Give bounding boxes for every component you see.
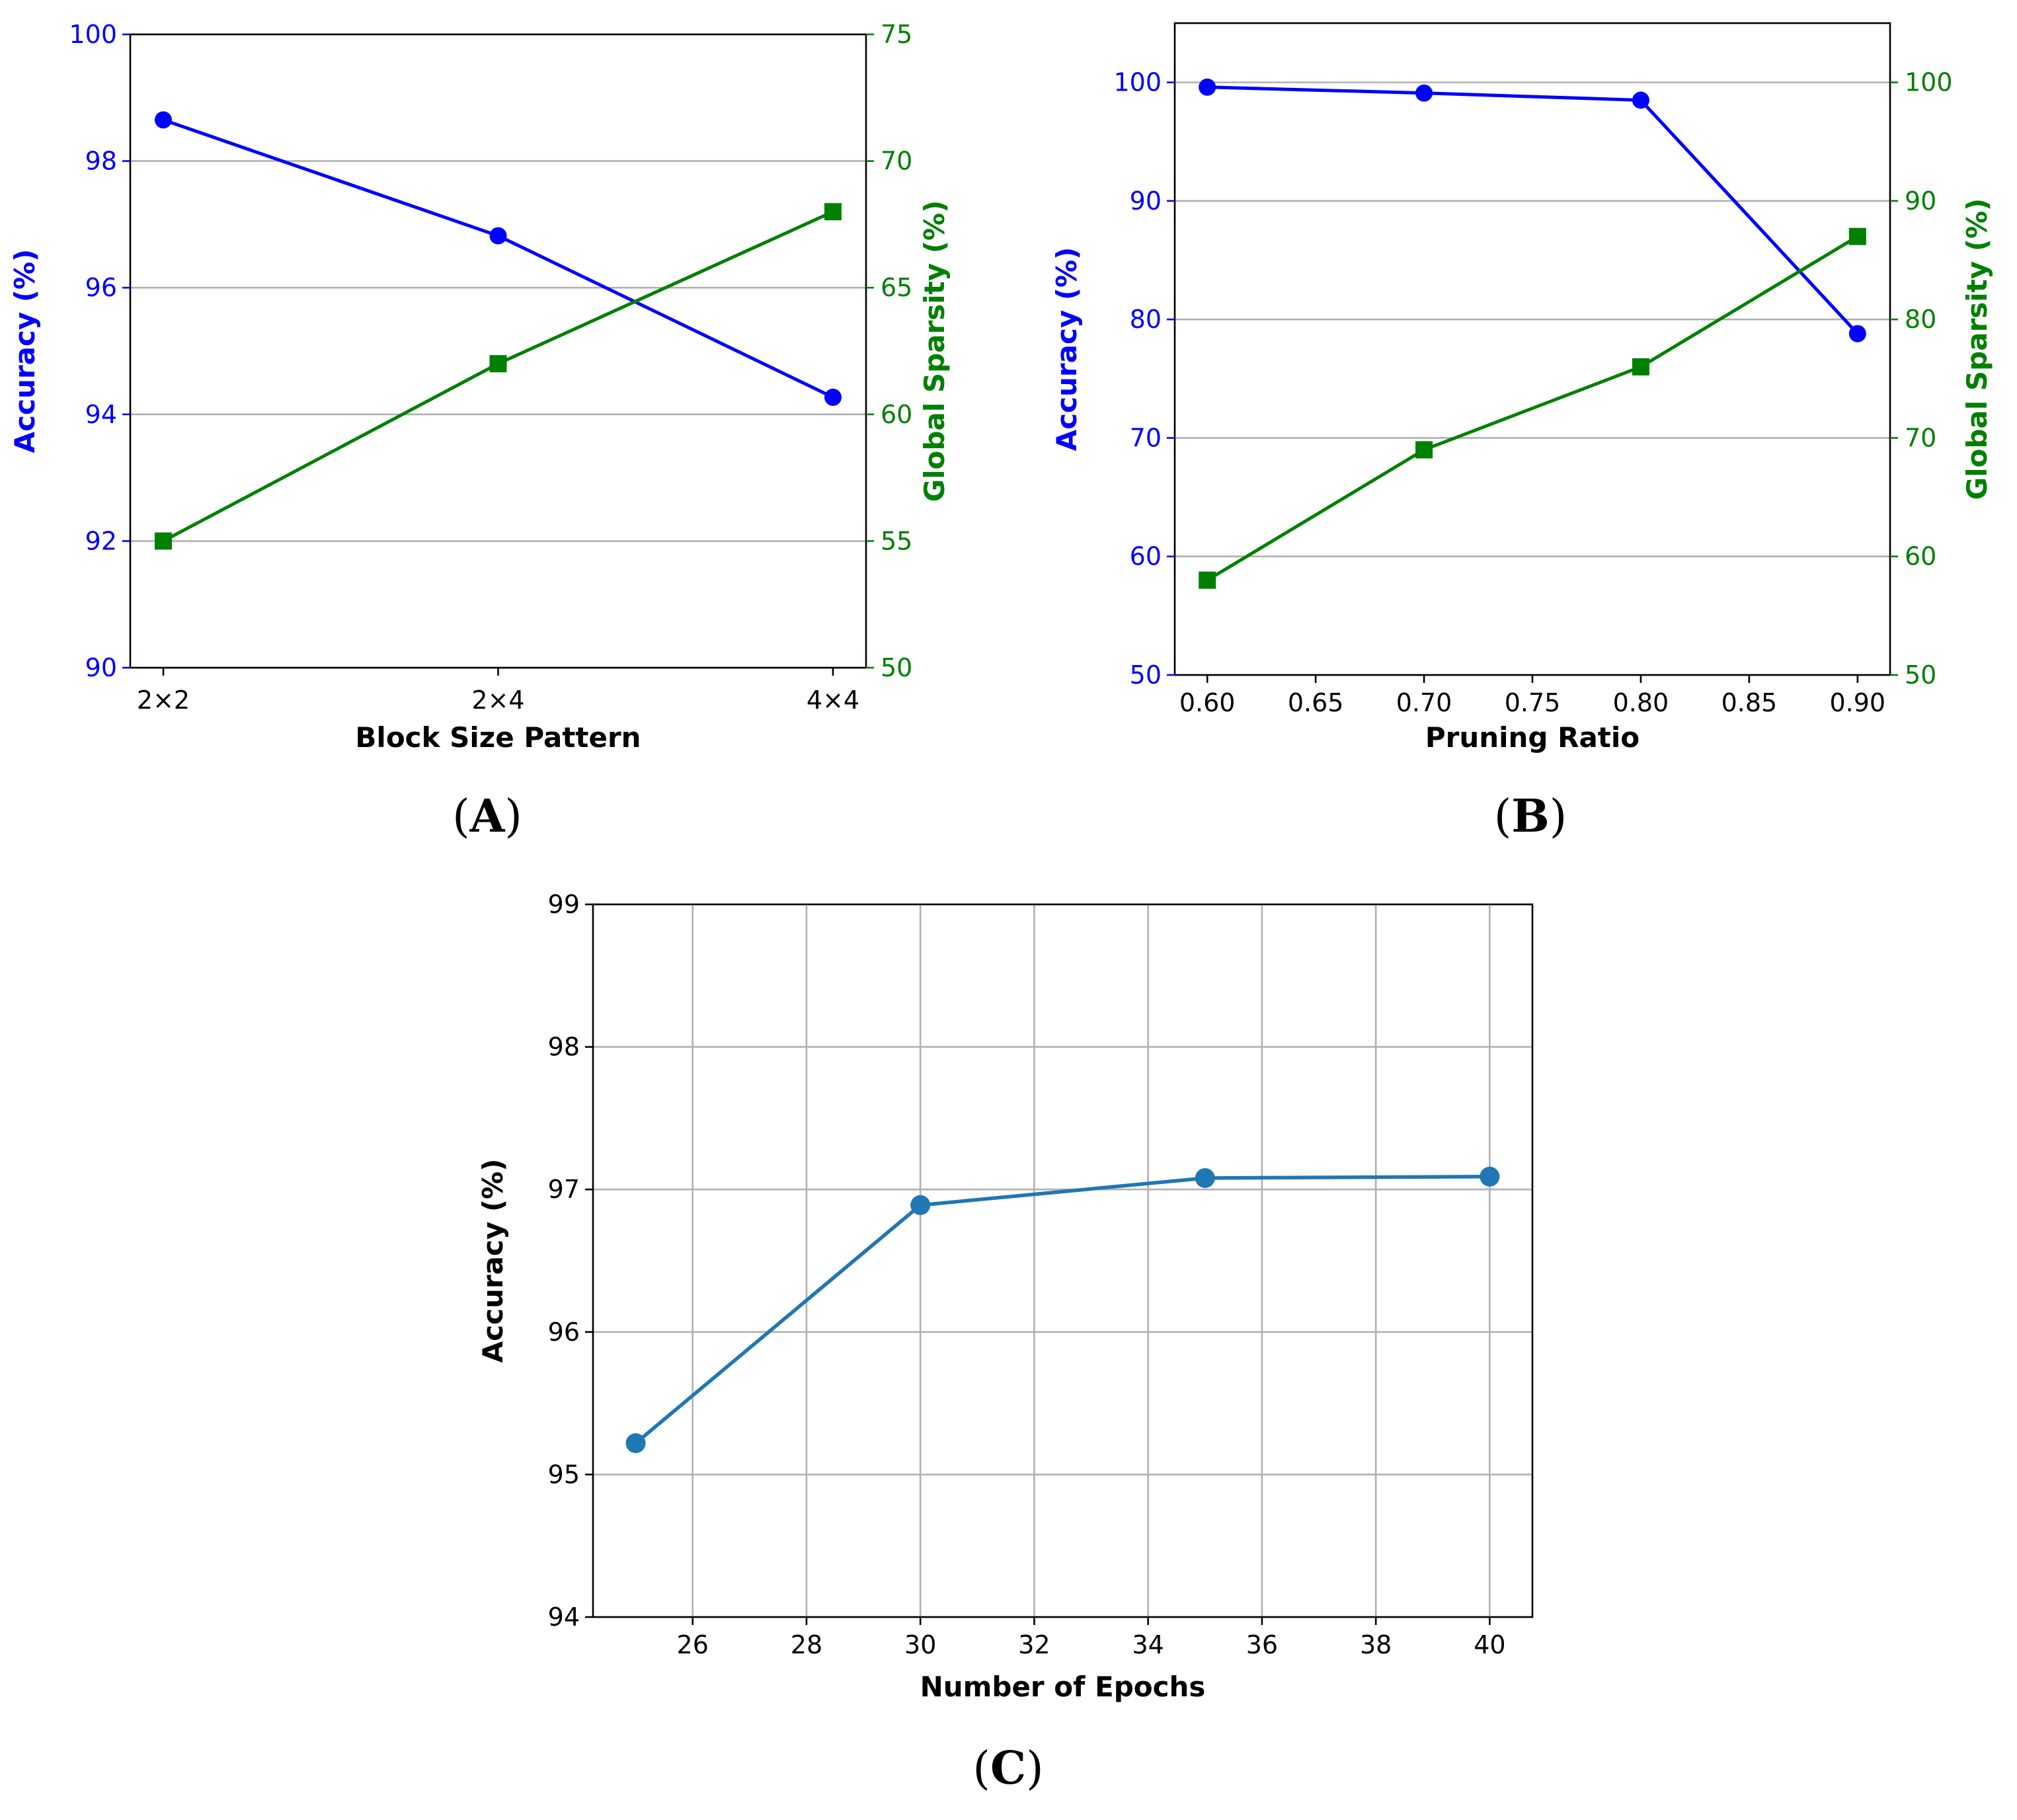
x-tick-label: 40 <box>1474 1630 1505 1659</box>
panel-label-letter: B <box>1511 790 1549 843</box>
panel-label-close-paren: ) <box>1026 1743 1044 1795</box>
sparsity-point <box>1415 441 1433 459</box>
x-category-label: 2×2 <box>137 686 190 715</box>
y-tick-label: 96 <box>548 1318 580 1347</box>
sparsity-point <box>1632 358 1649 376</box>
y-tick-label: 60 <box>1130 542 1162 571</box>
x-tick-label: 38 <box>1360 1630 1392 1659</box>
sparsity-point <box>489 355 507 373</box>
x-tick-label: 34 <box>1132 1630 1164 1659</box>
y-tick-label: 98 <box>85 147 117 176</box>
panel-label-open-paren: ( <box>1494 791 1512 843</box>
y-tick-label: 100 <box>1113 68 1162 97</box>
panel-a: 90 92 94 96 98 100 50 55 60 65 70 75 2×2 2×4 4×4 Block … <box>9 20 951 843</box>
panel-label-close-paren: ) <box>504 791 522 843</box>
x-category-label: 2×4 <box>471 686 524 715</box>
accuracy-line <box>1207 85 1859 335</box>
panel-label-open-paren: ( <box>452 791 470 843</box>
y2-tick-label: 55 <box>881 526 912 555</box>
panel-label-open-paren: ( <box>972 1743 990 1795</box>
x-axis-label: Block Size Pattern <box>355 721 641 754</box>
sparsity-point <box>1199 571 1216 589</box>
y-tick-label: 97 <box>548 1175 580 1204</box>
x-tick-label: 28 <box>791 1630 822 1659</box>
sparsity-line <box>1206 235 1859 582</box>
y-tick-label: 94 <box>548 1602 580 1632</box>
accuracy-point <box>824 388 842 406</box>
sparsity-point <box>824 203 842 221</box>
panel-label: (A) <box>452 790 522 843</box>
accuracy-point <box>1199 78 1216 96</box>
y2-axis-label: Global Sparsity (%) <box>918 200 951 502</box>
sparsity-point <box>1848 227 1866 245</box>
y-tick-label: 90 <box>1130 186 1162 216</box>
y2-tick-label: 65 <box>881 273 912 302</box>
y2-tick-label: 60 <box>1905 542 1936 571</box>
accuracy-point <box>155 111 172 129</box>
y-tick-label: 94 <box>85 400 117 429</box>
x-tick-label: 0.60 <box>1179 688 1236 717</box>
y2-tick-label: 60 <box>881 400 912 429</box>
panel-c: 94 95 96 97 98 99 26 28 30 32 34 36 38 40 Number of Ep… <box>477 890 1534 1795</box>
panel-label-close-paren: ) <box>1550 791 1567 843</box>
y2-tick-label: 70 <box>1905 423 1936 452</box>
y-tick-label: 90 <box>85 653 117 682</box>
x-tick-label: 32 <box>1018 1630 1050 1659</box>
x-tick-label: 36 <box>1246 1630 1278 1659</box>
x-tick-label: 0.80 <box>1613 688 1669 717</box>
y2-tick-label: 80 <box>1905 305 1936 334</box>
x-tick-label: 26 <box>677 1630 709 1659</box>
accuracy-point <box>910 1195 931 1215</box>
panel-label-letter: C <box>990 1742 1026 1795</box>
y2-tick-label: 50 <box>1905 660 1936 690</box>
accuracy-point <box>1632 91 1649 109</box>
y2-tick-label: 50 <box>881 653 912 682</box>
y-tick-label: 92 <box>85 526 117 555</box>
panel-label: (C) <box>972 1742 1043 1795</box>
y-tick-label: 99 <box>548 890 580 919</box>
y-tick-label: 96 <box>85 273 117 302</box>
x-tick-label: 0.85 <box>1721 688 1778 717</box>
y-tick-label: 95 <box>548 1460 580 1489</box>
x-axis-label: Pruning Ratio <box>1425 721 1640 754</box>
y2-tick-label: 75 <box>881 20 912 49</box>
y-axis-label: Accuracy (%) <box>477 1159 509 1363</box>
plot-frame <box>592 903 1534 1618</box>
y2-axis-label: Global Sparsity (%) <box>1961 198 1993 500</box>
accuracy-point <box>1480 1166 1500 1187</box>
panel-label: (B) <box>1494 790 1567 843</box>
x-category-label: 4×4 <box>807 686 859 715</box>
y2-tick-label: 100 <box>1905 68 1953 97</box>
y-axis-label: Accuracy (%) <box>9 249 41 454</box>
x-tick-label: 0.75 <box>1505 688 1561 717</box>
accuracy-point <box>1195 1167 1215 1188</box>
y-tick-label: 80 <box>1130 305 1162 334</box>
y-tick-label: 100 <box>69 20 117 49</box>
accuracy-point <box>489 227 507 245</box>
accuracy-point <box>625 1433 646 1453</box>
y2-tick-label: 70 <box>881 147 912 176</box>
x-tick-label: 0.65 <box>1288 688 1344 717</box>
accuracy-point <box>1415 84 1433 102</box>
x-axis-label: Number of Epochs <box>920 1671 1206 1703</box>
y-tick-label: 98 <box>548 1033 580 1062</box>
y-tick-label: 70 <box>1130 423 1162 452</box>
y-axis-label: Accuracy (%) <box>1050 247 1083 452</box>
y-tick-label: 50 <box>1130 660 1162 690</box>
x-tick-label: 30 <box>904 1630 936 1659</box>
panel-label-letter: A <box>469 790 506 843</box>
accuracy-line <box>634 1175 1490 1445</box>
x-tick-label: 0.90 <box>1830 688 1886 717</box>
y2-tick-label: 90 <box>1905 186 1936 216</box>
accuracy-point <box>1848 325 1866 342</box>
x-tick-label: 0.70 <box>1396 688 1452 717</box>
panel-b: 50 60 70 80 90 100 50 60 70 80 90 100 0.60 0.65 0.70 0.… <box>1050 22 1993 843</box>
sparsity-point <box>155 532 172 550</box>
